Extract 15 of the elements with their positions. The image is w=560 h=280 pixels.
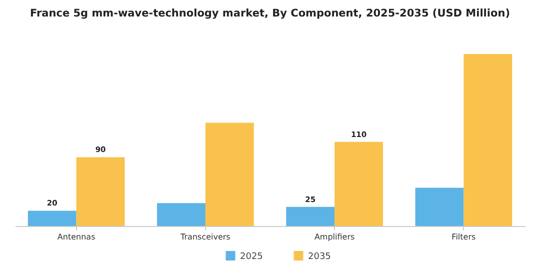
x-tick-label: Amplifiers bbox=[314, 232, 355, 242]
legend-label: 2035 bbox=[308, 252, 331, 262]
x-tick-label: Transceivers bbox=[180, 232, 230, 242]
bar bbox=[286, 206, 335, 226]
bar bbox=[157, 203, 206, 226]
bar bbox=[415, 188, 464, 226]
bar bbox=[205, 122, 254, 226]
x-tick-label: Antennas bbox=[57, 232, 96, 242]
legend-label: 2025 bbox=[240, 252, 263, 262]
bar bbox=[28, 210, 76, 226]
x-tick-label: Filters bbox=[452, 232, 476, 242]
bar bbox=[464, 54, 512, 226]
bar bbox=[334, 142, 383, 226]
chart-title: France 5g mm-wave-technology market, By Component, 2025-2035 (USD Million) bbox=[30, 8, 510, 20]
bar bbox=[76, 157, 125, 226]
